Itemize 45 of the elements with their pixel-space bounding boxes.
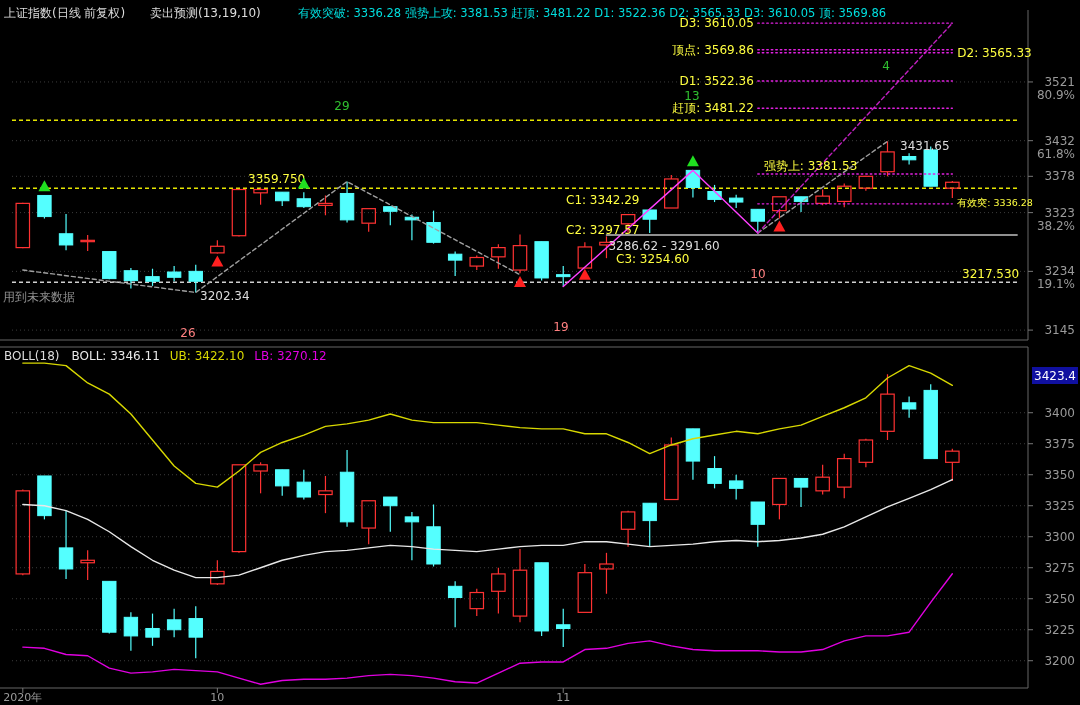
y-tick-label: 3323 38.2% — [1036, 205, 1075, 233]
series-label: D3: 3610.05 — [679, 16, 754, 31]
annotation: 13 — [684, 89, 700, 103]
annotation: 19 — [553, 320, 569, 334]
annotation: 29 — [334, 99, 350, 113]
text: 3423.4 — [1034, 369, 1076, 383]
annotation: 10 — [750, 267, 766, 281]
annotation: C1: 3342.29 — [566, 193, 640, 207]
series-label: 赶顶: 3481.22 — [672, 101, 754, 116]
annotation: 用到未来数据 — [3, 290, 75, 304]
series-label: 顶点: 3569.86 — [672, 42, 754, 57]
text: BOLL: 3346.11 — [71, 349, 160, 363]
y-tick-label: 3234 19.1% — [1036, 264, 1075, 292]
ref-line-label: 3359.750 — [248, 172, 306, 186]
y-tick-label: 3325 — [1044, 498, 1075, 513]
x-tick-label: 10 — [210, 691, 225, 704]
series-label: 有效突: 3336.28 — [957, 196, 1033, 208]
chart-title: BOLL(18) — [4, 349, 60, 363]
y-tick-label: 3250 — [1044, 591, 1075, 606]
y-tick-label: 3145 — [1044, 323, 1075, 338]
y-tick-label: 3375 — [1044, 436, 1075, 451]
annotation: 卖出预测(13,19,10) — [150, 6, 261, 20]
y-tick-label: 3400 — [1044, 405, 1075, 420]
x-tick-label: 11 — [556, 691, 571, 704]
text: UB: 3422.10 — [169, 349, 245, 363]
y-tick-label: 3275 — [1044, 560, 1075, 575]
y-tick-label: 3200 — [1044, 653, 1075, 668]
annotation: C3: 3254.60 — [616, 252, 690, 266]
x-tick-label: 2020年 — [3, 691, 43, 704]
series-label: D1: 3522.36 — [679, 74, 754, 89]
annotation: 3202.34 — [200, 289, 250, 303]
y-tick-label: 3300 — [1044, 529, 1075, 544]
series-label: D2: 3565.33 — [957, 45, 1032, 60]
y-tick-label: 3432 61.8% — [1036, 133, 1075, 161]
text: LB: 3270.12 — [254, 349, 327, 363]
y-tick-label: 3350 — [1044, 467, 1075, 482]
y-tick-label: 3521 80.9% — [1036, 74, 1075, 102]
annotation: 26 — [180, 326, 196, 340]
annotation: 3431.65 — [900, 139, 950, 153]
ref-line-label: 3217.530 — [962, 267, 1020, 282]
series-label: 3286.62 - 3291.60 — [608, 239, 720, 254]
y-tick-label: 3225 — [1044, 622, 1075, 637]
chart-title: 上证指数(日线 前复权) — [4, 6, 126, 20]
annotation: 4 — [882, 59, 890, 73]
y-tick-label: 3378 — [1044, 169, 1075, 184]
